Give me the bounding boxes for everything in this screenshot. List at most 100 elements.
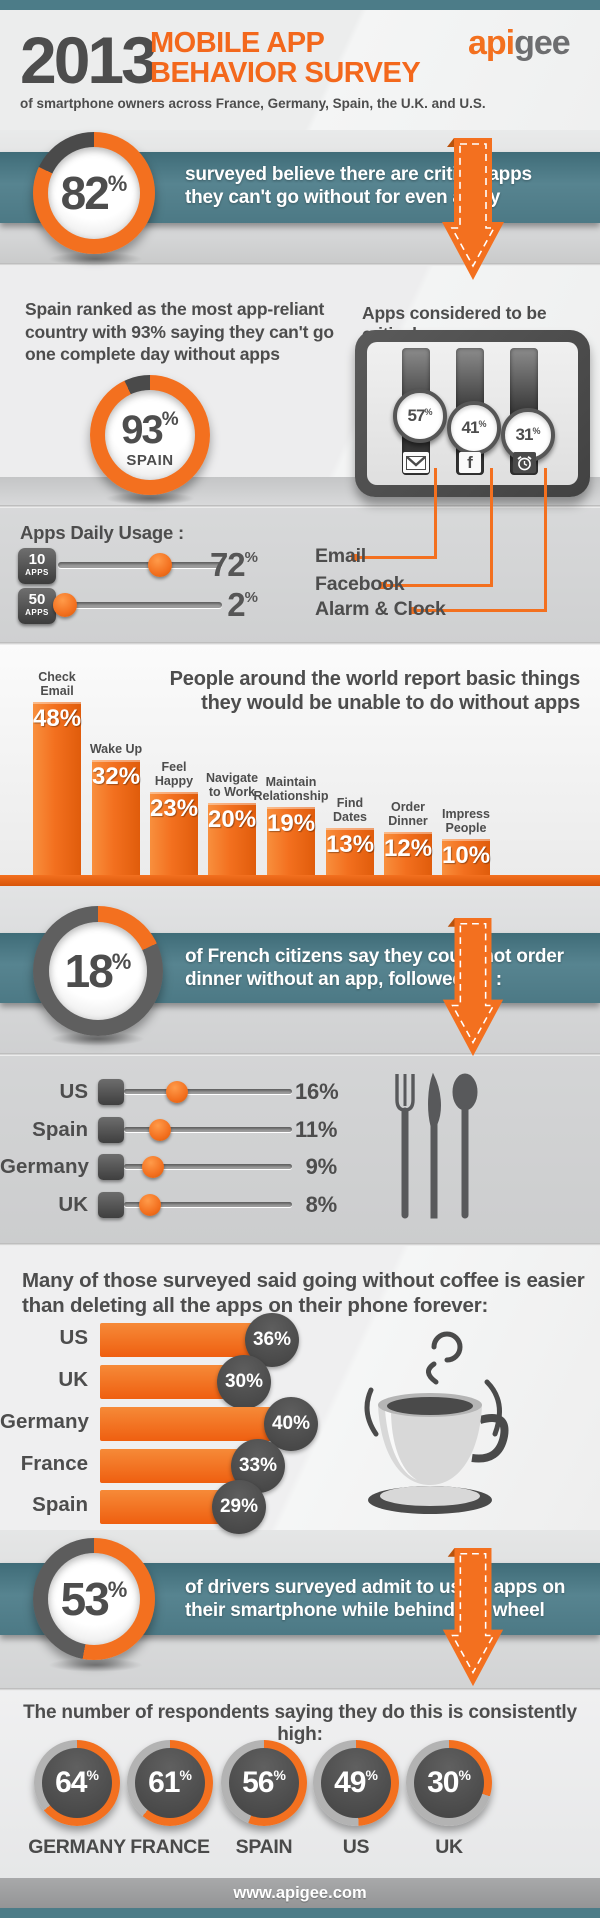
gauge-country: SPAIN [235,1836,293,1858]
usage-50-pct: % [244,589,258,606]
facebook-icon: f [459,452,481,473]
dinner-knob-germany [142,1156,164,1178]
gauge-93-face: 93% SPAIN [105,390,195,480]
coffee-value-us: 36% [245,1313,299,1367]
bar-wake-up: Wake Up 32% [87,660,145,875]
gauge-shadow [48,1658,143,1672]
coffee-value-uk: 30% [217,1355,271,1409]
footer: www.apigee.com [0,1878,600,1908]
gauge-53-face: 53% [48,1553,140,1645]
bar: 12% [384,832,432,875]
alarm-value: 31 [515,425,534,444]
apigee-url-link[interactable]: www.apigee.com [233,1883,367,1902]
gauge-country: GERMANY [28,1836,126,1858]
dinner-label-uk: UK [58,1193,88,1216]
usage-50-num: 2 [227,586,245,623]
band82-line1: surveyed believe there are critical apps [185,164,532,185]
coffee-title: Many of those surveyed said going withou… [22,1268,585,1318]
gauge-82-value: 82 [60,167,110,219]
coffee-label-germany: Germany [0,1410,89,1433]
bar: 13% [326,828,374,875]
apigee-logo: apigee [468,24,571,63]
coffee-bar-spain: 29% [100,1480,266,1534]
header-bg [0,10,600,130]
badge-apps: APPS [25,608,49,617]
bar-check-email: Check Email 48% [28,660,86,875]
divider [0,642,600,645]
dinner-knob-uk [139,1194,161,1216]
gauge-spain: 56% SPAIN [209,1740,319,1859]
bar: 23% [150,792,198,875]
coffee-label-france: France [20,1452,88,1475]
dinner-track [124,1164,292,1169]
band18-line2: dinner without an app, followed by : [185,969,502,990]
bar-label: Navigate to Work [205,771,259,799]
band82-line2: they can't go without for even a day [185,187,501,208]
gauge-18-face: 18% [49,922,147,1020]
gauge-ring: 61% [127,1740,213,1826]
connector-alarm-h [417,609,547,612]
coffee-bar-us: 36% [100,1313,299,1367]
coffee-cup-icon [364,1331,509,1514]
bar-find-dates: Find Dates 13% [321,660,379,875]
gauge-face: 64% [42,1748,112,1818]
gauge-53: 53% [33,1538,155,1660]
dinner-knob-us [166,1081,188,1103]
daily-usage-heading: Apps Daily Usage : [20,522,184,543]
logo-api: api [468,24,515,62]
gauge-germany: 64% GERMANY [22,1740,132,1859]
band82-text: surveyed believe there are critical apps… [185,163,532,209]
gauge-93-country: SPAIN [126,451,174,469]
slider-knob-facebook: 41% [447,401,501,455]
title-line1: MOBILE APP [150,27,325,59]
top-teal-strip [0,0,600,10]
connector-dot [351,554,358,561]
usage-knob-50 [53,593,77,617]
divider [0,1053,600,1056]
spain-heading-line1: Spain ranked as the most app-reliant [25,299,325,319]
facebook-value: 41 [461,418,480,437]
dinner-value-uk: 8% [305,1192,338,1217]
dinner-label-us: US [59,1080,88,1103]
coffee-bar-france: 33% [100,1439,285,1493]
driving-heading: The number of respondents saying they do… [23,1702,577,1745]
gauge-face: 30% [414,1748,484,1818]
connector-alarm [544,468,547,612]
logo-gee: gee [514,24,571,62]
connector-email-h [358,556,437,559]
subtitle: of smartphone owners across France, Germ… [20,96,486,111]
bar-label: Check Email [38,670,76,698]
dinner-knob-spain [149,1119,171,1141]
gauge-shadow [105,492,195,505]
dinner-handle [98,1154,124,1180]
divider [0,1688,600,1691]
bar-label: Maintain Relationship [253,775,329,803]
bar: 19% [267,807,315,875]
gauge-ring: 49% [313,1740,399,1826]
usage-track-50 [58,602,222,608]
unable-title-line1: People around the world report basic thi… [169,668,581,690]
gauge-us: 49% US [301,1740,411,1859]
divider [0,1243,600,1246]
connector-email [434,468,437,559]
unable-title-line2: they would be unable to do without apps [201,691,580,714]
legend-facebook: Facebook [315,573,405,595]
connector-dot [380,582,387,589]
usage-value-10: 72% [180,546,258,584]
badge-50-apps: 50 APPS [18,588,56,624]
gauge-ring: 56% [221,1740,307,1826]
dinner-track [124,1202,292,1207]
dinner-value-germany: 9% [305,1154,338,1179]
facebook-glyph: f [467,452,473,472]
gauge-82: 82% [33,132,155,254]
badge-apps: APPS [25,568,49,577]
bar-feel-happy: Feel Happy 23% [145,660,203,875]
connector-facebook-h [387,584,493,587]
gauge-face: 61% [135,1748,205,1818]
